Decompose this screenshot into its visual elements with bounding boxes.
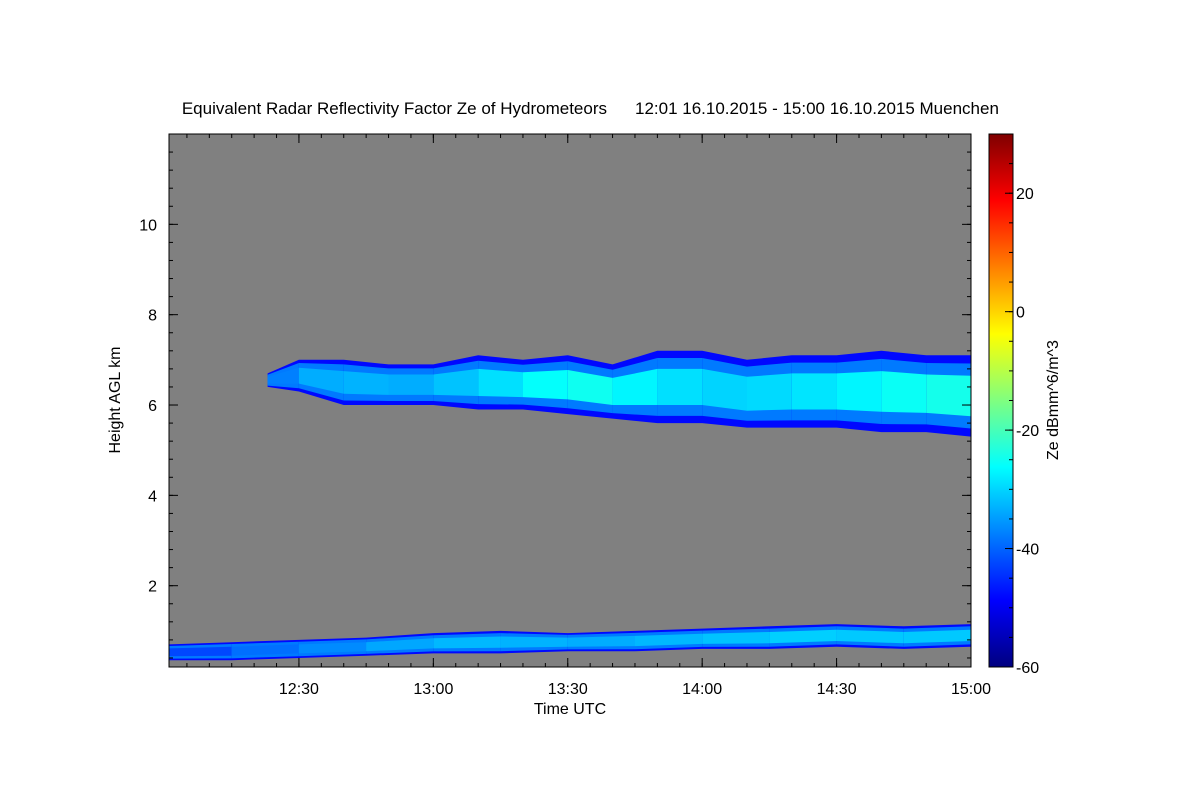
upper-cloud-cell [433,368,479,396]
chart-title: Equivalent Radar Reflectivity Factor Ze … [182,99,607,118]
upper-cloud-cell [267,367,299,384]
colorbar-tick-label: 0 [1016,305,1025,322]
boundary-layer-cell [702,632,770,644]
x-tick-label: 12:30 [279,681,319,698]
upper-cloud-cell [343,371,389,395]
colorbar-tick-label: -60 [1016,660,1039,677]
colorbar-label: Ze dBmm^6/m^3 [1045,340,1062,460]
y-tick-label: 6 [148,398,157,415]
upper-cloud-cell [926,374,971,417]
boundary-layer-cell [366,638,434,652]
upper-cloud-cell [388,374,434,395]
upper-cloud-cell [702,368,747,411]
x-tick-label: 15:00 [951,681,991,698]
boundary-layer-cell [567,635,635,647]
plot-frame [168,133,972,668]
upper-cloud-cell [747,373,792,411]
x-tick-label: 13:00 [413,681,453,698]
y-tick-label: 4 [148,488,157,505]
reflectivity-layers [169,350,971,661]
y-axis-label: Height AGL km [107,346,124,453]
boundary-layer-cell [500,636,568,648]
boundary-layer-cell [903,629,971,644]
x-tick-label: 14:00 [682,681,722,698]
upper-cloud-cell [298,367,344,394]
upper-cloud-cell [657,368,703,405]
boundary-layer-cell [836,629,904,644]
colorbar-tick-label: 20 [1016,186,1034,203]
upper-cloud-cell [523,370,568,400]
upper-cloud-cell [881,371,927,413]
upper-cloud-cell [612,368,658,405]
colorbar-ticks: 20 0 -20 -40 -60 [1005,163,1039,677]
upper-cloud-cell [791,373,837,410]
boundary-layer-cell [433,636,501,649]
boundary-layer-cell [169,646,232,657]
boundary-layer-cell [298,642,367,654]
upper-cloud-cell [478,368,523,398]
upper-cloud-cell [567,370,613,405]
colorbar-tick-label: -20 [1016,423,1039,440]
y-tick-label: 8 [148,308,157,325]
x-tick-label: 13:30 [548,681,588,698]
boundary-layer-cell [231,644,299,656]
boundary-layer-cell [769,629,837,644]
y-tick-label: 2 [148,579,157,596]
upper-cloud-cell [836,371,882,412]
x-axis-label: Time UTC [534,701,606,718]
colorbar-tick-label: -40 [1016,542,1039,559]
y-axis-ticks: 2 4 6 8 10 [139,217,971,596]
chart-period: 12:01 16.10.2015 - 15:00 16.10.2015 Muen… [635,99,999,118]
boundary-layer-cell [635,633,703,647]
y-tick-label: 10 [139,217,157,234]
x-tick-label: 14:30 [817,681,857,698]
